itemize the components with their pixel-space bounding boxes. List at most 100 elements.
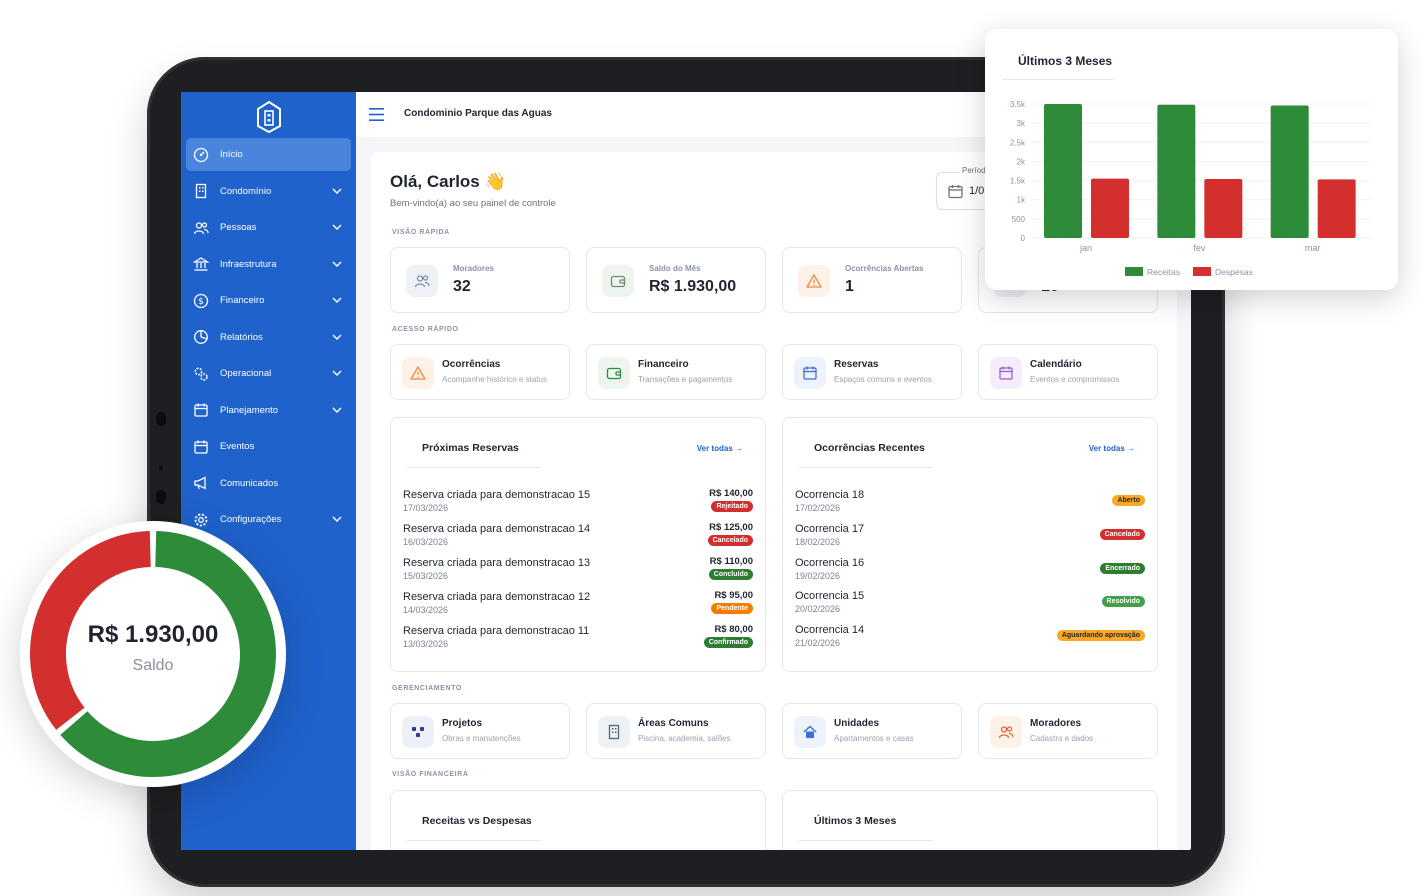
reservation-title[interactable]: Reserva criada para demonstracao 14 [403,523,591,535]
legend-label[interactable]: Despesas [1215,267,1253,277]
bank-icon [193,256,209,272]
occurrence-title[interactable]: Ocorrencia 17 [795,522,865,535]
stat-label: Moradores [453,264,494,273]
management-0[interactable]: Projetos Obras e manutenções [390,703,570,759]
quick-access-title: Calendário [1030,359,1082,370]
title-underline [1002,79,1114,80]
gear-icon [193,512,209,528]
sidebar-item-label: Eventos [220,441,255,452]
chevron-down-icon [332,188,342,194]
sidebar-item-5[interactable]: Relatórios [186,321,351,354]
calendar-icon [948,185,963,199]
reservation-value: R$ 110,00 [709,556,753,567]
stat-value: 32 [453,278,471,295]
quick-access-title: Ocorrências [442,359,501,370]
donut-slice-receitas[interactable] [60,531,276,777]
title-underline [799,467,933,468]
quick-access-title: Reservas [834,359,879,370]
sidebar-item-label: Infraestrutura [220,258,277,270]
quick-access-3[interactable]: Calendário Eventos e compromissos [978,344,1158,400]
bar-despesas-jan[interactable] [1091,178,1129,238]
sidebar-item-10[interactable]: Configurações [186,503,351,536]
title-underline [407,467,541,468]
sidebar-item-3[interactable]: Infraestrutura [186,248,351,281]
status-badge: Rejeitado [711,501,753,512]
sidebar-item-0[interactable]: Início [186,138,351,171]
building-icon [598,716,630,748]
balance-donut-chart [30,531,276,777]
bar-despesas-mar[interactable] [1317,179,1356,238]
last-3-months-title: Últimos 3 Meses [814,815,897,827]
people-icon [193,220,209,236]
bar-receitas-mar[interactable] [1270,105,1309,238]
sidebar-item-label: Planejamento [220,404,279,416]
occurrence-title[interactable]: Ocorrencia 18 [795,489,865,501]
reservation-title[interactable]: Reserva criada para demonstracao 12 [403,591,591,603]
sidebar-item-1[interactable]: Condomínio [186,175,351,208]
gears-icon [193,366,209,382]
management-subtitle: Apartamentos e casas [834,734,914,743]
reservation-title[interactable]: Reserva criada para demonstracao 13 [403,557,591,569]
occurrences-see-all-link[interactable]: Ver todas → [1088,444,1135,453]
occurrence-title[interactable]: Ocorrencia 15 [795,590,865,603]
management-title: Projetos [442,718,483,729]
sidebar-item-label: Configurações [220,514,282,525]
sidebar-item-label: Operacional [220,368,272,379]
bar-chart-card: Últimos 3 Meses 0 500 1k 1.5k 2k 2.5k 3k 3.5k ja… [985,29,1398,290]
bar-receitas-jan[interactable] [1044,104,1082,238]
sidebar-item-label: Relatórios [220,331,263,343]
management-1[interactable]: Áreas Comuns Piscina, academia, salões [586,703,766,759]
y-tick-label: 500 [1012,215,1026,224]
calendar-icon [193,402,209,418]
title-underline [407,840,541,841]
wallet-icon [602,265,634,297]
management-subtitle: Obras e manutenções [442,734,521,743]
reservations-see-all-link[interactable]: Ver todas → [696,444,743,453]
quick-access-1[interactable]: Financeiro Transações e pagamentos [586,344,766,400]
status-badge: Concluído [708,569,753,580]
stat-value: R$ 1.930,00 [649,278,737,295]
occurrences-panel: Ocorrências Recentes Ver todas → Ocorren… [782,417,1158,672]
y-tick-label: 3k [1017,119,1026,128]
occurrence-title[interactable]: Ocorrencia 14 [795,624,865,637]
reservation-title[interactable]: Reserva criada para demonstracao 15 [403,489,591,501]
management-3[interactable]: Moradores Cadastro e dados [978,703,1158,759]
bar-receitas-fev[interactable] [1157,104,1196,238]
reservations-panel: Próximas Reservas Ver todas → Reserva cr… [390,417,766,672]
warning-icon [798,265,830,297]
sidebar-item-4[interactable]: $ Financeiro [186,284,351,317]
bar-despesas-fev[interactable] [1204,179,1243,238]
occurrence-title[interactable]: Ocorrencia 16 [795,556,865,569]
reservation-date: 13/03/2026 [403,639,449,649]
sidebar-item-label: Pessoas [220,222,257,233]
sidebar-item-9[interactable]: Comunicados [186,467,351,500]
sidebar-item-2[interactable]: Pessoas [186,211,351,244]
quick-access-0[interactable]: Ocorrências Acompanhe histórico e status [390,344,570,400]
chevron-down-icon [332,297,342,303]
reservation-title[interactable]: Reserva criada para demonstracao 11 [403,625,590,637]
management-2[interactable]: Unidades Apartamentos e casas [782,703,962,759]
reservation-date: 16/03/2026 [403,537,449,547]
title-underline [799,840,933,841]
legend-swatch [1125,267,1143,276]
sidebar-item-label: Comunicados [220,477,279,489]
management-title: Áreas Comuns [638,718,709,729]
legend-label[interactable]: Receitas [1147,267,1180,277]
reservations-title: Próximas Reservas [422,442,519,454]
y-tick-label: 0 [1021,234,1026,243]
quick-access-2[interactable]: Reservas Espaços comuns e eventos [782,344,962,400]
app-logo-icon [257,100,281,134]
donut-slice-despesas[interactable] [30,531,152,730]
greeting-subtitle: Bem-vindo(a) ao seu painel de controle [390,198,556,209]
y-tick-label: 1k [1017,196,1026,205]
sidebar-item-8[interactable]: Eventos [186,430,351,463]
period-label: Período [960,166,993,175]
sidebar-item-7[interactable]: Planejamento [186,394,351,427]
occurrence-date: 19/02/2026 [795,570,841,581]
menu-icon[interactable] [369,108,384,121]
quick-access-subtitle: Transações e pagamentos [638,375,733,384]
sidebar-item-6[interactable]: Operacional [186,357,351,390]
dollar-icon: $ [193,293,209,309]
y-tick-label: 1.5k [1010,177,1026,186]
reservation-date: 15/03/2026 [403,571,449,581]
